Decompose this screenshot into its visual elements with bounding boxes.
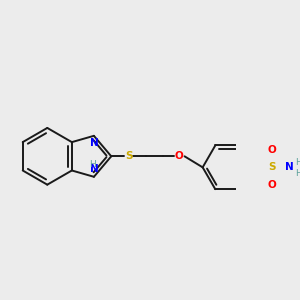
Text: H: H bbox=[296, 169, 300, 178]
Text: S: S bbox=[125, 151, 132, 161]
Text: H: H bbox=[89, 160, 96, 169]
Text: N: N bbox=[89, 138, 98, 148]
Text: O: O bbox=[268, 145, 276, 155]
Text: O: O bbox=[175, 151, 183, 161]
Text: H: H bbox=[296, 158, 300, 167]
Text: O: O bbox=[268, 180, 276, 190]
Text: S: S bbox=[268, 162, 276, 172]
Text: N: N bbox=[89, 164, 98, 174]
Text: N: N bbox=[285, 162, 294, 172]
